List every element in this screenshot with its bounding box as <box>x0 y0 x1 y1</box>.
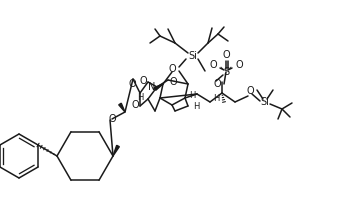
Text: Si: Si <box>188 51 197 61</box>
Text: O: O <box>108 114 116 124</box>
Text: H: H <box>189 90 195 99</box>
Text: O: O <box>246 86 254 96</box>
Text: H: H <box>213 93 219 103</box>
Polygon shape <box>113 145 119 156</box>
Text: Si: Si <box>261 97 269 107</box>
Text: O: O <box>222 50 230 60</box>
Text: O: O <box>209 60 217 70</box>
Text: O: O <box>128 79 136 89</box>
Text: O: O <box>168 64 176 74</box>
Text: N: N <box>148 82 156 92</box>
Polygon shape <box>119 103 125 112</box>
Polygon shape <box>154 84 163 90</box>
Text: O: O <box>131 100 139 110</box>
Text: O: O <box>235 60 243 70</box>
Text: O: O <box>139 76 147 86</box>
Text: O: O <box>213 79 221 89</box>
Text: S: S <box>223 67 229 77</box>
Text: O: O <box>169 77 177 87</box>
Text: H: H <box>137 93 143 101</box>
Text: H: H <box>193 101 199 110</box>
